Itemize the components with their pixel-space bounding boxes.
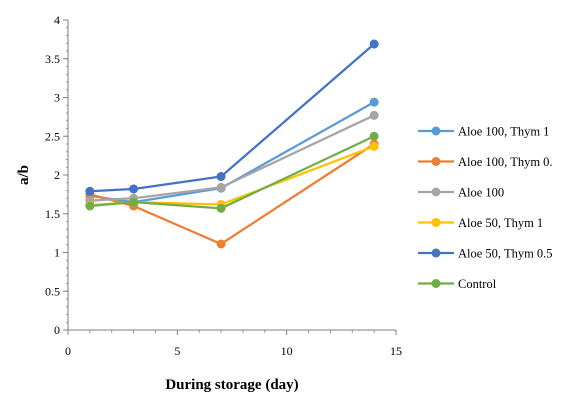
legend-item: Aloe 100 xyxy=(418,186,504,200)
y-tick-label: 3 xyxy=(54,91,60,105)
data-point xyxy=(216,203,226,213)
data-point xyxy=(369,39,379,49)
legend-label: Aloe 50, Thym 1 xyxy=(458,216,543,230)
y-axis-title: a/b xyxy=(16,165,32,185)
legend-item: Control xyxy=(418,277,497,291)
series-5 xyxy=(85,39,379,196)
data-point xyxy=(369,97,379,107)
legend-label: Control xyxy=(458,277,497,291)
legend-label: Aloe 100 xyxy=(458,186,504,200)
legend-marker xyxy=(431,157,441,166)
y-tick-label: 3.5 xyxy=(45,52,60,66)
data-point xyxy=(216,239,226,249)
x-tick-label: 0 xyxy=(65,344,71,358)
legend-item: Aloe 50, Thym 0.5 xyxy=(418,247,553,261)
legend: Aloe 100, Thym 1 Aloe 100, Thym 0. Aloe 10… xyxy=(418,125,553,291)
legend-item: Aloe 50, Thym 1 xyxy=(418,216,543,230)
y-tick-label: 4 xyxy=(54,13,60,27)
y-axis-ticks: 0 0.5 1 1.5 2 2.5 3 3.5 4 xyxy=(45,13,68,337)
data-point xyxy=(369,141,379,151)
y-tick-label: 2.5 xyxy=(45,129,60,143)
data-point xyxy=(216,172,226,182)
x-tick-label: 10 xyxy=(281,344,293,358)
x-tick-label: 5 xyxy=(174,344,180,358)
data-point xyxy=(129,184,139,194)
series-line xyxy=(89,43,375,193)
y-tick-label: 1.5 xyxy=(45,207,60,221)
data-point xyxy=(369,110,379,120)
x-axis-title: During storage (day) xyxy=(165,377,298,393)
x-axis-ticks: 0 5 10 15 xyxy=(65,330,402,358)
legend-marker xyxy=(431,187,441,197)
legend-label: Aloe 50, Thym 0.5 xyxy=(458,247,553,261)
legend-item: Aloe 100, Thym 1 xyxy=(418,125,549,139)
x-tick-label: 15 xyxy=(390,344,402,358)
legend-marker xyxy=(431,218,441,227)
y-tick-label: 2 xyxy=(54,168,60,182)
legend-marker xyxy=(431,126,441,136)
data-point xyxy=(369,131,379,141)
legend-label: Aloe 100, Thym 0. xyxy=(458,155,553,169)
data-point xyxy=(216,182,226,192)
data-point xyxy=(129,197,139,207)
series-layer xyxy=(85,39,379,249)
data-point xyxy=(85,186,95,196)
series-line xyxy=(89,114,375,202)
y-tick-label: 0.5 xyxy=(45,284,60,298)
legend-marker xyxy=(431,279,441,288)
legend-item: Aloe 100, Thym 0. xyxy=(418,155,553,169)
legend-label: Aloe 100, Thym 1 xyxy=(458,125,549,139)
plot-area: 0 5 10 15 0 0.5 1 1.5 2 2.5 3 3.5 4 xyxy=(45,13,402,358)
series-6 xyxy=(85,131,379,213)
data-point xyxy=(85,201,95,211)
y-tick-label: 1 xyxy=(54,246,60,260)
y-tick-label: 0 xyxy=(54,323,60,337)
series-line xyxy=(89,135,375,210)
legend-marker xyxy=(431,248,441,258)
